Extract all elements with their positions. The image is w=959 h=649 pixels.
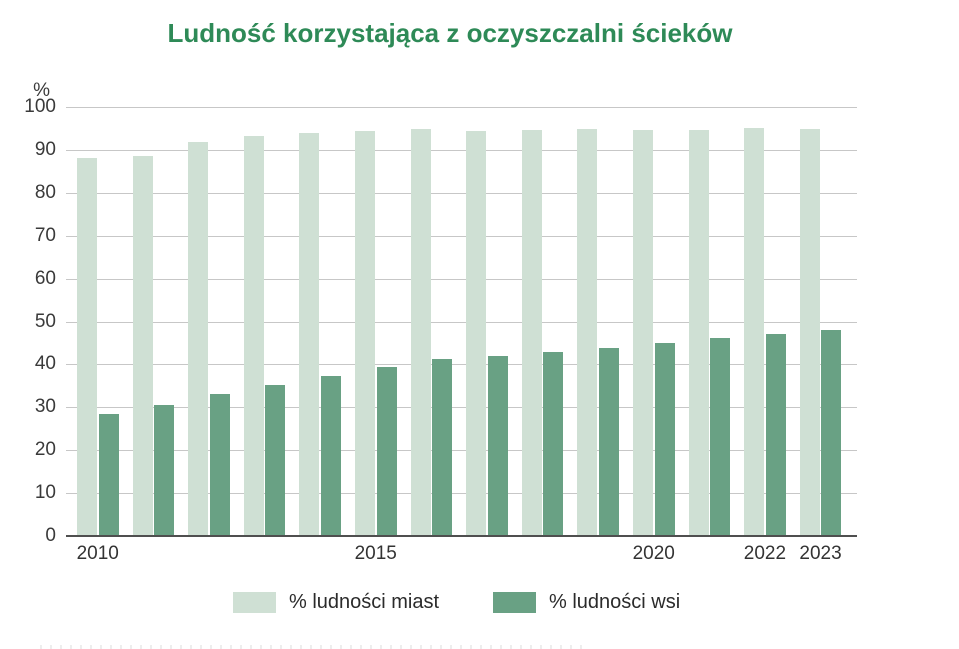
bar-urban-2018	[521, 130, 542, 536]
bar-rural-2013	[265, 384, 286, 536]
bar-urban-2011	[132, 156, 153, 536]
y-tick-label-50: 50	[34, 310, 56, 332]
gridline-80	[66, 192, 857, 194]
gridline-10	[66, 493, 857, 495]
y-tick-label-0: 0	[45, 525, 56, 546]
cutoff-footnote-fragment	[40, 645, 585, 649]
gridline-90	[66, 149, 857, 151]
bar-urban-2015	[355, 130, 375, 536]
bar-urban-2019	[577, 129, 598, 536]
bar-rural-2018	[543, 351, 564, 536]
bar-urban-2010	[77, 158, 97, 536]
bar-rural-2020	[654, 342, 675, 536]
y-axis-tick-labels: 0 10 20 30 40 50 60 70 80 90 100	[0, 96, 56, 546]
plot-area	[66, 107, 857, 537]
gridline-50	[66, 321, 857, 323]
bar-urban-2020	[633, 129, 653, 536]
gridline-30	[66, 407, 857, 409]
bar-rural-2022	[765, 333, 786, 536]
legend-item-urban: % ludności miast	[233, 590, 439, 614]
gridline-60	[66, 278, 857, 280]
y-axis-unit-label: %	[33, 80, 50, 101]
bar-urban-2016	[410, 128, 431, 536]
bar-rural-2016	[432, 359, 453, 536]
y-tick-label-80: 80	[34, 181, 56, 203]
bar-rural-2010	[98, 413, 119, 536]
bar-rural-2017	[487, 355, 508, 536]
x-tick-label-2010: 2010	[76, 543, 119, 564]
legend-swatch-rural	[493, 591, 536, 613]
legend-item-rural: % ludności wsi	[493, 590, 680, 614]
x-axis-line	[66, 535, 857, 537]
bar-rural-2011	[154, 404, 175, 536]
bar-rural-2012	[209, 394, 230, 536]
y-tick-label-60: 60	[34, 267, 56, 289]
y-tick-label-40: 40	[34, 353, 56, 375]
x-tick-label-2020: 2020	[632, 543, 675, 564]
bars-layer	[66, 107, 857, 536]
gridline-20	[66, 450, 857, 452]
y-tick-label-100: 100	[24, 96, 56, 117]
y-tick-label-30: 30	[34, 396, 56, 418]
bar-rural-2019	[598, 347, 619, 536]
x-tick-label-2015: 2015	[354, 543, 397, 564]
legend: % ludności miast % ludności wsi	[0, 590, 959, 616]
bar-rural-2021	[710, 337, 731, 536]
bar-rural-2015	[376, 366, 397, 536]
y-tick-label-20: 20	[34, 439, 56, 461]
legend-label-urban: % ludności miast	[289, 590, 440, 613]
legend-label-rural: % ludności wsi	[549, 590, 681, 613]
y-tick-label-90: 90	[34, 138, 56, 160]
legend-swatch-urban	[233, 591, 276, 613]
bar-rural-2023	[821, 330, 842, 536]
bar-urban-2017	[466, 131, 487, 536]
bar-urban-2023	[799, 129, 820, 536]
bar-urban-2022	[744, 127, 765, 536]
x-axis-tick-labels: 2010 2015 2020 2022 2023	[66, 543, 857, 569]
x-tick-label-2022: 2022	[743, 543, 787, 564]
bar-urban-2012	[188, 142, 209, 536]
bar-rural-2014	[320, 375, 341, 536]
gridline-40	[66, 364, 857, 366]
y-tick-label-10: 10	[34, 482, 56, 504]
gridlines-layer	[66, 107, 857, 536]
y-tick-label-70: 70	[34, 224, 56, 246]
x-tick-label-2023: 2023	[799, 543, 842, 564]
bar-urban-2021	[688, 129, 709, 536]
chart-title: Ludność korzystająca z oczyszczalni ście…	[167, 18, 733, 48]
gridline-100	[66, 107, 857, 108]
bar-urban-2014	[299, 132, 320, 536]
bar-urban-2013	[243, 135, 264, 536]
gridline-70	[66, 235, 857, 237]
